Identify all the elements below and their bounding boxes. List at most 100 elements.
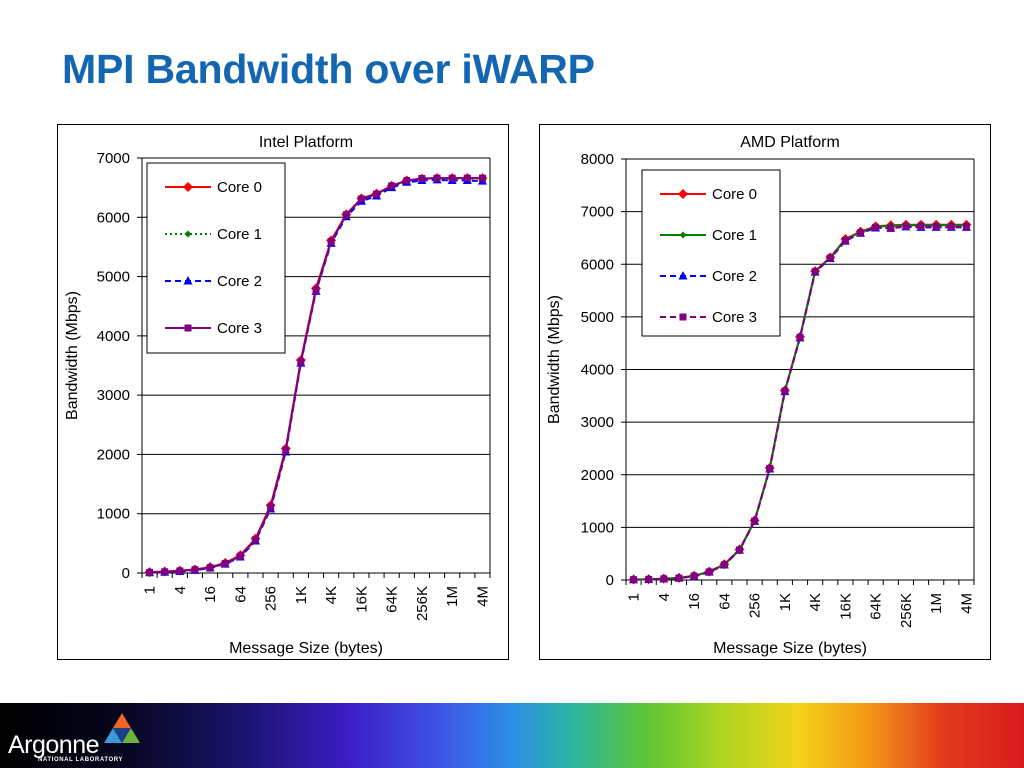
data-point <box>917 222 925 230</box>
data-point <box>357 195 365 203</box>
x-tick-label: 1K <box>293 586 310 604</box>
x-axis-label: Message Size (bytes) <box>229 640 383 657</box>
series-core-3 <box>146 174 486 576</box>
data-point <box>251 536 259 544</box>
x-tick-label: 4K <box>323 586 340 604</box>
data-point <box>342 211 350 219</box>
data-point <box>902 222 910 230</box>
x-tick-label: 1M <box>928 593 945 614</box>
y-tick-label: 0 <box>606 572 614 589</box>
logo-subtitle: NATIONAL LABORATORY <box>38 757 124 763</box>
legend-label: Core 1 <box>712 227 757 244</box>
legend-marker <box>183 276 193 285</box>
x-tick-label: 64K <box>868 593 885 620</box>
x-tick-label: 4 <box>172 586 189 594</box>
x-tick-label: 1 <box>626 593 643 601</box>
y-axis-label: Bandwidth (Mbps) <box>546 295 563 424</box>
data-point <box>690 572 698 580</box>
x-tick-label: 64 <box>232 586 249 603</box>
slide-title: MPI Bandwidth over iWARP <box>62 46 595 92</box>
x-tick-label: 4M <box>474 586 491 607</box>
y-tick-label: 5000 <box>581 309 614 326</box>
data-point <box>705 568 713 576</box>
data-point <box>751 517 759 525</box>
data-point <box>191 566 199 574</box>
x-tick-label: 1 <box>142 586 159 594</box>
x-tick-label: 256K <box>414 586 431 621</box>
legend: Core 0 Core 1 Core 2 Core 3 <box>146 162 286 354</box>
x-tick-label: 256 <box>747 593 764 618</box>
data-point <box>720 561 728 569</box>
amd-chart-canvas: AMD Platform 0 1000 2000 3000 4000 5000 6000 700… <box>546 134 975 657</box>
x-axis-label: Message Size (bytes) <box>713 640 867 657</box>
data-point <box>826 254 834 262</box>
data-point <box>932 223 940 231</box>
legend-label: Core 1 <box>217 226 262 243</box>
data-point <box>478 174 486 182</box>
y-tick-label: 3000 <box>97 387 130 404</box>
y-tick-label: 7000 <box>581 204 614 221</box>
data-point <box>388 182 396 190</box>
data-point <box>448 174 456 182</box>
x-tick-label: 256K <box>898 593 915 628</box>
x-tick-label: 1K <box>777 593 794 611</box>
legend-label: Core 2 <box>712 268 757 285</box>
y-tick-label: 7000 <box>97 150 130 167</box>
data-point <box>796 333 804 341</box>
data-point <box>811 268 819 276</box>
legend-marker <box>184 230 192 238</box>
chart-title: Intel Platform <box>259 134 353 151</box>
data-point <box>962 223 970 231</box>
series-line <box>633 225 967 581</box>
y-tick-label: 2000 <box>581 467 614 484</box>
y-tick-label: 5000 <box>97 269 130 286</box>
intel-chart: Intel Platform 0 1000 2000 3000 4000 5000 6000 7… <box>57 124 509 660</box>
legend-marker <box>184 324 192 332</box>
logo-name: Argonne <box>8 731 100 759</box>
data-point <box>947 223 955 231</box>
data-point <box>297 358 305 366</box>
x-tick-label: 64 <box>716 593 733 610</box>
data-point <box>176 567 184 575</box>
y-tick-label: 6000 <box>97 209 130 226</box>
data-point <box>373 190 381 198</box>
data-point <box>433 174 441 182</box>
x-tick-label: 4M <box>958 593 975 614</box>
legend-label: Core 0 <box>217 179 262 196</box>
y-tick-label: 2000 <box>97 446 130 463</box>
data-point <box>872 223 880 231</box>
argonne-logo: Argonne NATIONAL LABORATORY <box>8 711 140 765</box>
legend-marker <box>678 271 688 280</box>
intel-chart-canvas: Intel Platform 0 1000 2000 3000 4000 5000 6000 7… <box>64 134 491 657</box>
x-tick-label: 16 <box>686 593 703 610</box>
legend-box <box>641 169 781 337</box>
legend-marker <box>679 313 687 321</box>
data-point <box>735 546 743 554</box>
data-point <box>660 575 668 583</box>
y-tick-label: 8000 <box>581 151 614 168</box>
y-tick-label: 6000 <box>581 256 614 273</box>
logo-right-triangle <box>122 728 140 743</box>
data-point <box>675 574 683 582</box>
logo-top-triangle <box>113 713 131 728</box>
data-point <box>645 575 653 583</box>
data-point <box>403 177 411 185</box>
data-point <box>267 503 275 511</box>
x-tick-label: 256 <box>263 586 280 611</box>
series-core-3 <box>630 222 970 584</box>
amd-chart: AMD Platform 0 1000 2000 3000 4000 5000 6000 700… <box>539 124 991 660</box>
data-point <box>282 446 290 454</box>
x-tick-label: 16 <box>202 586 219 603</box>
footer-bar: Argonne NATIONAL LABORATORY <box>0 703 1024 768</box>
data-point <box>887 224 895 232</box>
argonne-triangle-icon <box>104 713 140 743</box>
data-point <box>146 568 154 576</box>
legend-marker <box>679 231 687 239</box>
x-tick-label: 16K <box>837 593 854 620</box>
y-tick-label: 4000 <box>97 328 130 345</box>
y-tick-label: 1000 <box>97 506 130 523</box>
legend-label: Core 0 <box>712 186 757 203</box>
legend-box <box>146 162 286 354</box>
legend-label: Core 3 <box>712 309 757 326</box>
data-point <box>841 237 849 245</box>
